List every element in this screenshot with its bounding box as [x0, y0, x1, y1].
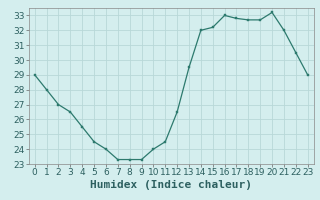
- X-axis label: Humidex (Indice chaleur): Humidex (Indice chaleur): [90, 180, 252, 190]
